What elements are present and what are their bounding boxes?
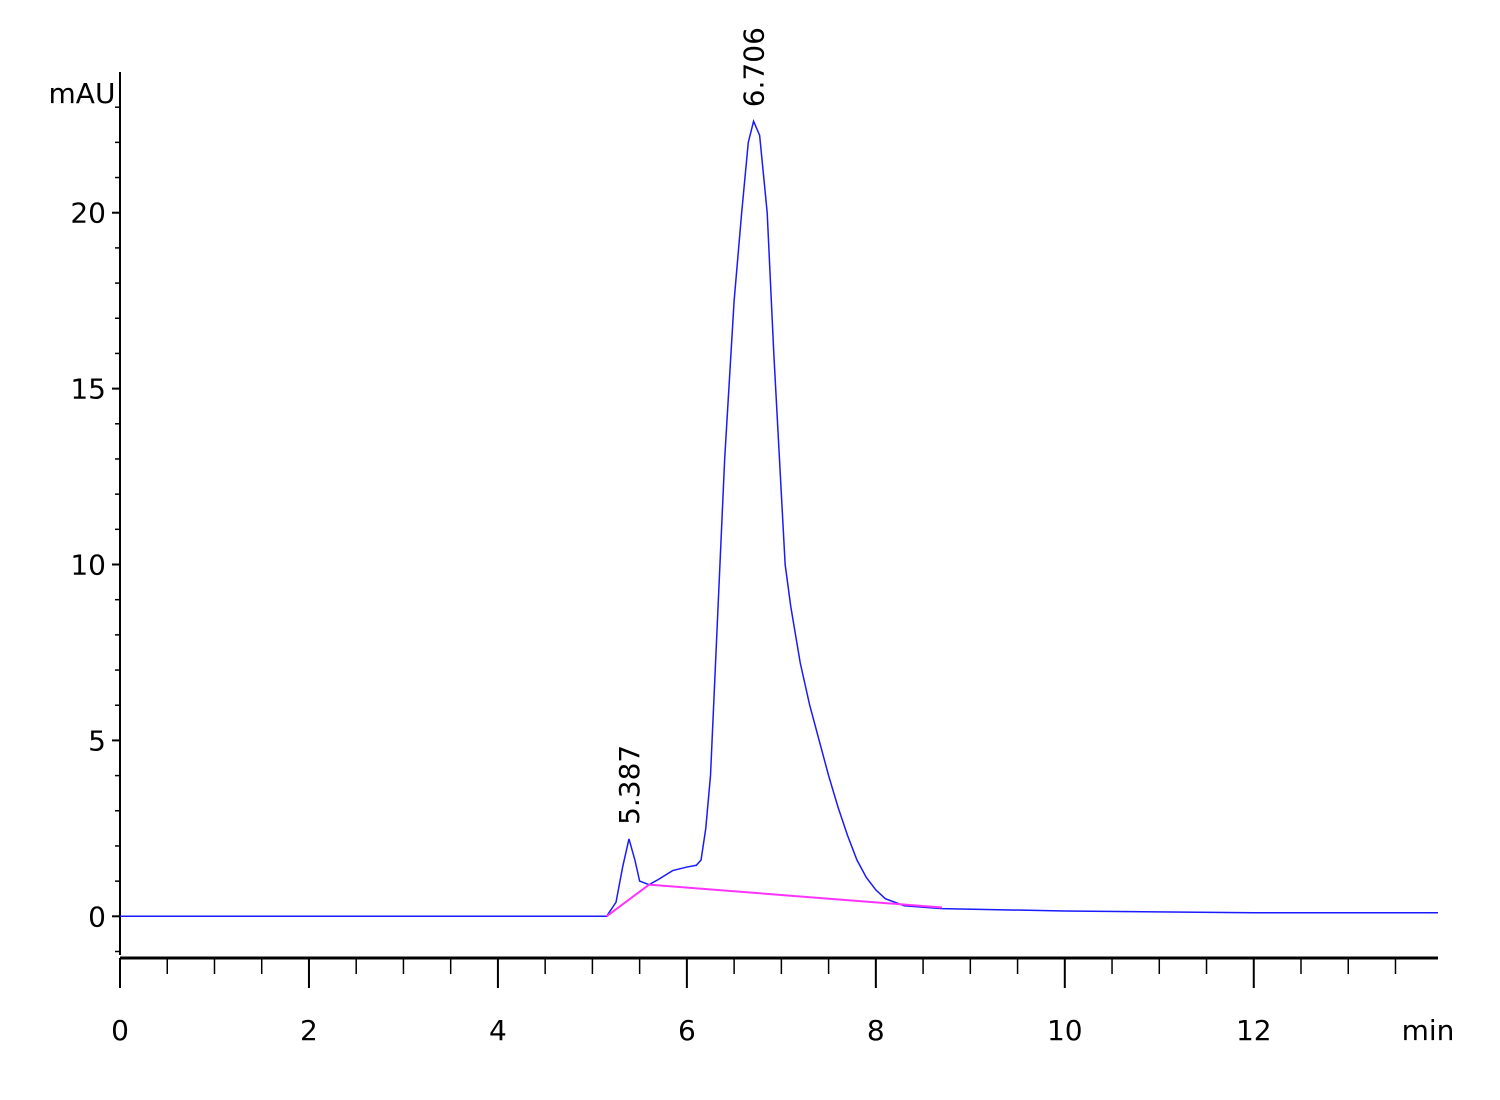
- x-tick-label: 4: [489, 1014, 507, 1047]
- y-tick-label: 10: [70, 549, 106, 582]
- peak-label: 6.706: [738, 27, 771, 107]
- x-tick-label: 0: [111, 1014, 129, 1047]
- x-tick-label: 10: [1047, 1014, 1083, 1047]
- y-tick-label: 20: [70, 197, 106, 230]
- x-tick-label: 2: [300, 1014, 318, 1047]
- y-tick-label: 15: [70, 373, 106, 406]
- trace: [605, 883, 943, 918]
- x-tick-label: 6: [678, 1014, 696, 1047]
- x-tick-label: 12: [1236, 1014, 1272, 1047]
- trace: [120, 118, 1438, 918]
- y-axis-label: mAU: [49, 77, 116, 110]
- y-tick-label: 0: [88, 900, 106, 933]
- x-tick-label: 8: [867, 1014, 885, 1047]
- y-tick-label: 5: [88, 724, 106, 757]
- x-axis-label: min: [1402, 1014, 1455, 1047]
- peak-label: 5.387: [613, 745, 646, 825]
